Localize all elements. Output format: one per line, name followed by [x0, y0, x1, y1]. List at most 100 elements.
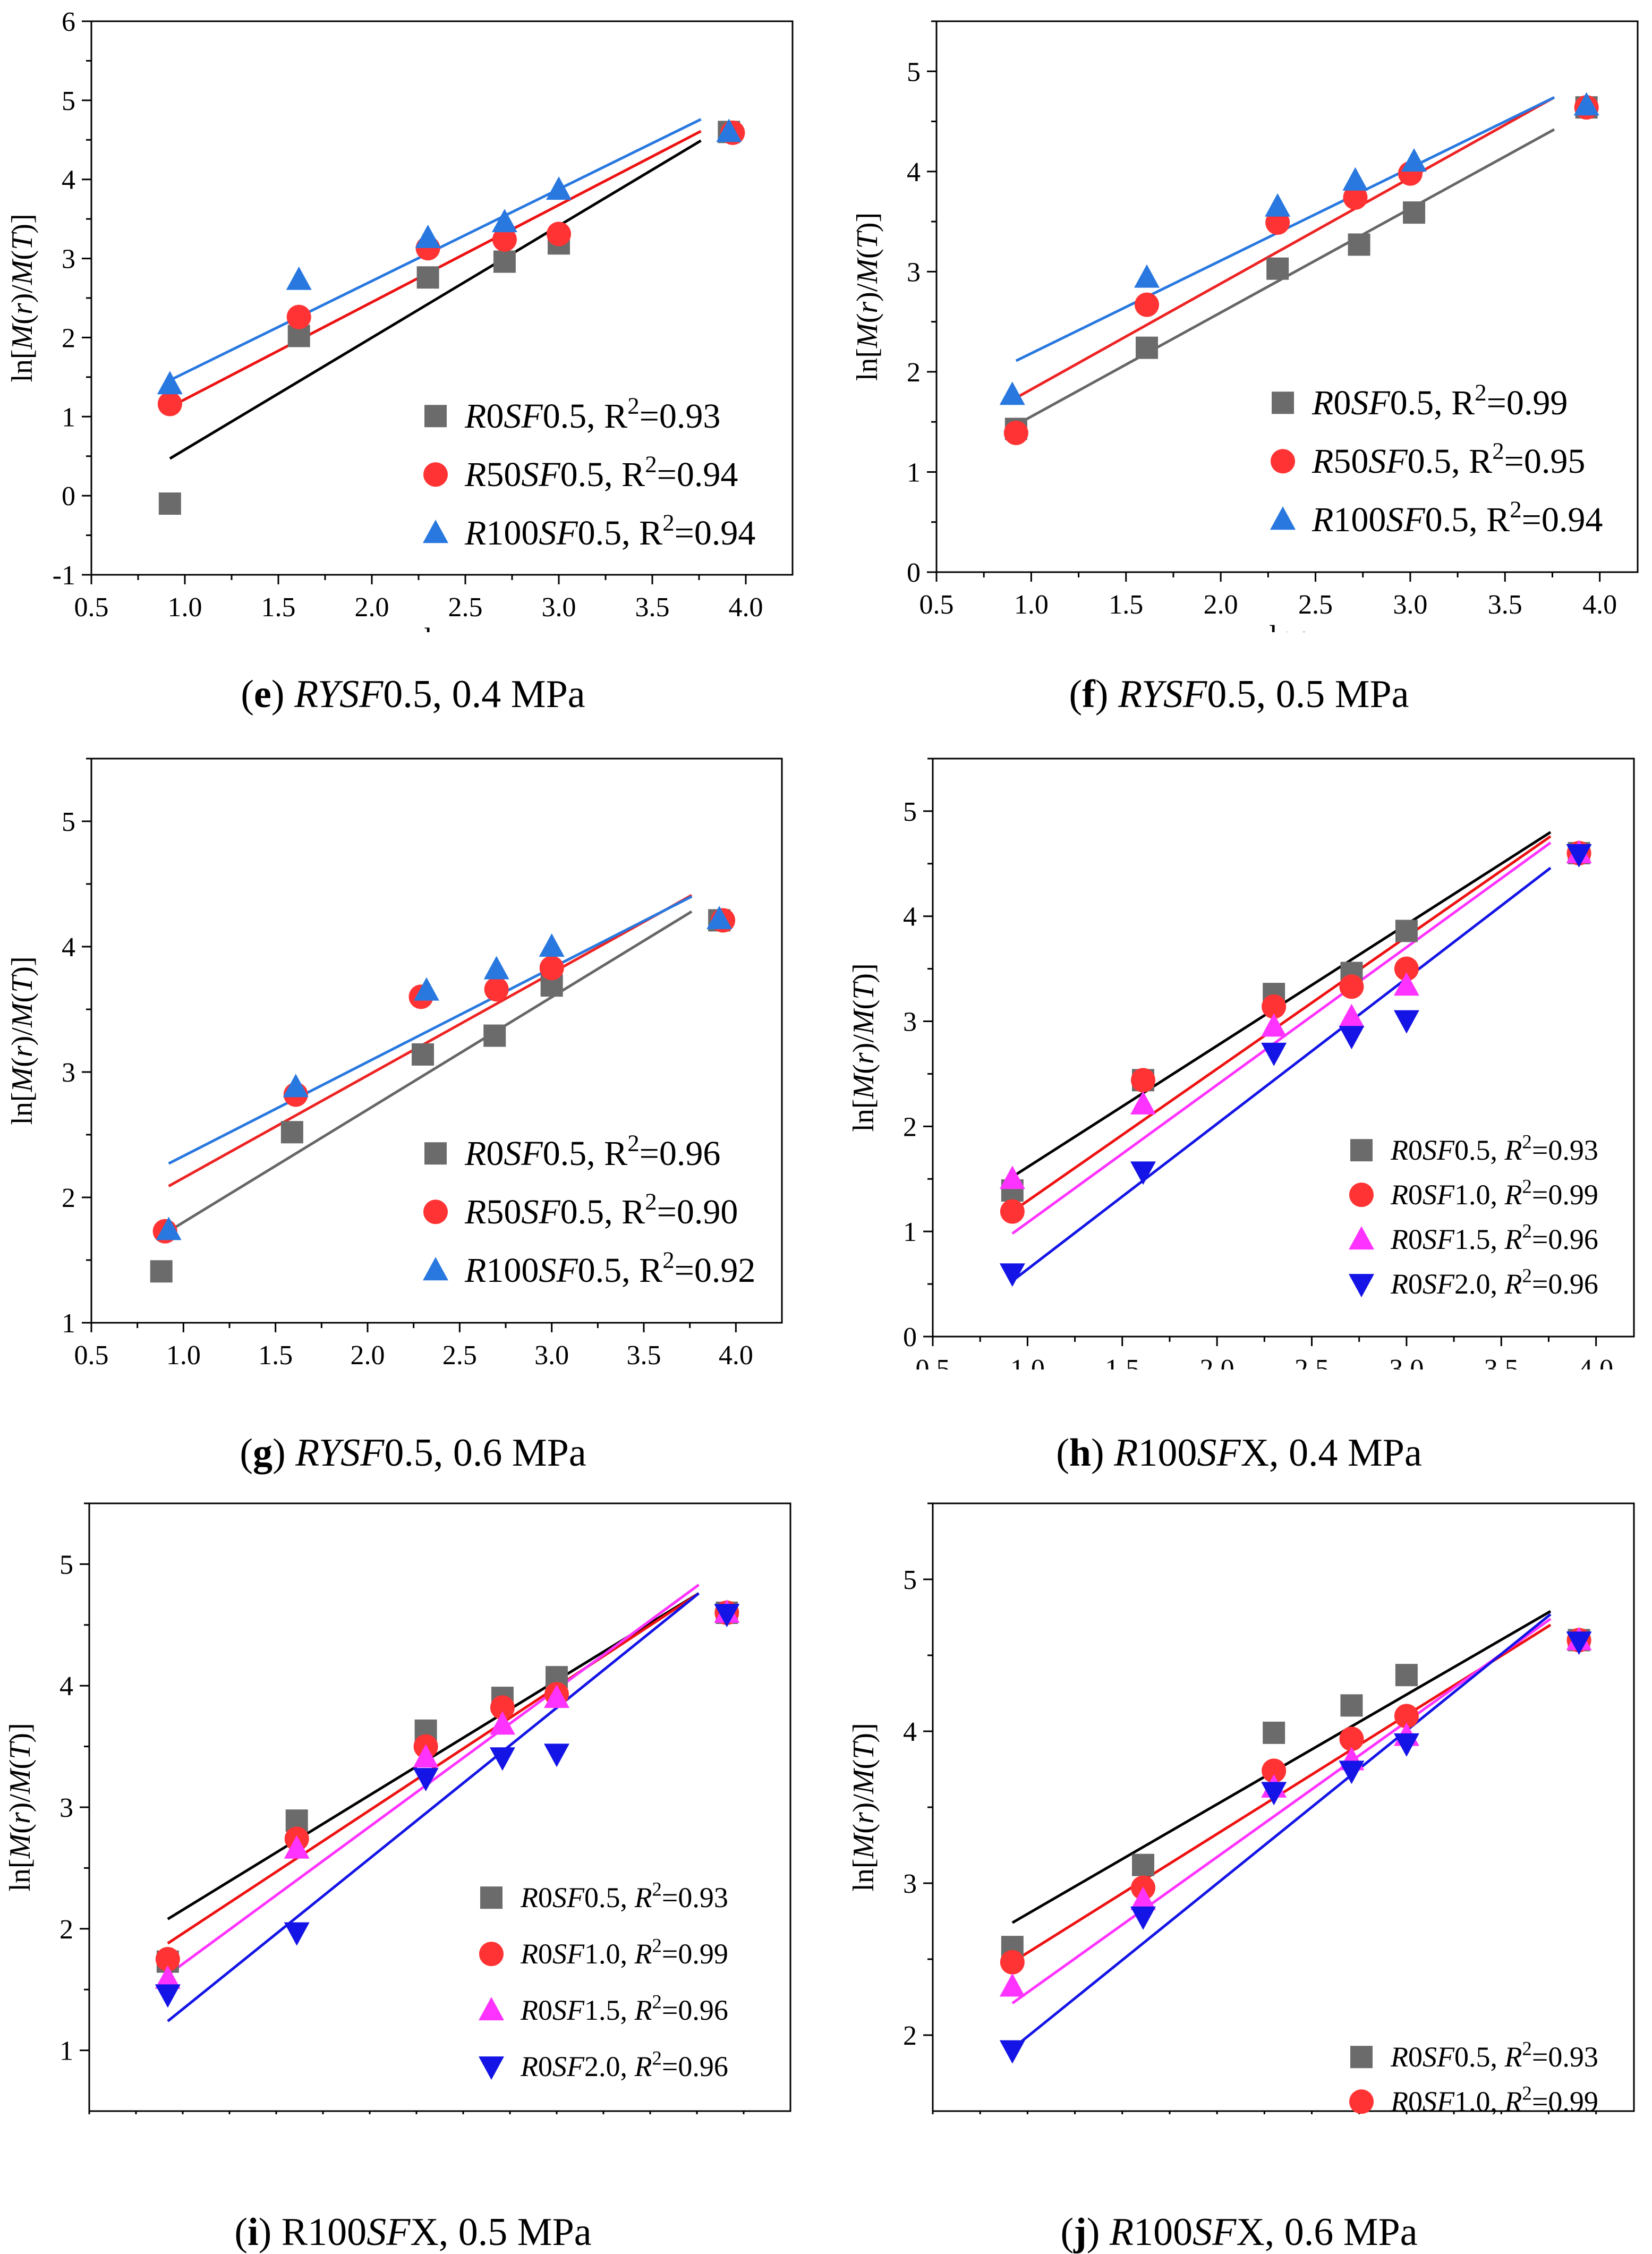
- data-point: [1261, 1782, 1287, 1806]
- legend-marker: [479, 2056, 504, 2080]
- data-point: [1339, 1726, 1364, 1751]
- data-point: [1339, 1003, 1365, 1027]
- x-tick-label: 1.0: [1010, 1354, 1045, 1370]
- y-tick-label: 1: [903, 1217, 917, 1247]
- x-tick-label: 0.5: [74, 592, 109, 623]
- series-4-points: [999, 844, 1592, 1287]
- plot-frame: [932, 758, 1635, 1338]
- y-tick-label: 2: [59, 1915, 73, 1945]
- x-tick-label: 3.0: [534, 1340, 569, 1370]
- legend-marker: [479, 1997, 504, 2021]
- x-tick-label: 2.5: [1298, 590, 1333, 620]
- data-point: [544, 1685, 569, 1708]
- data-point: [1343, 185, 1368, 210]
- data-point: [158, 492, 181, 515]
- series-3-points: [157, 118, 742, 395]
- legend-marker: [1270, 506, 1296, 530]
- legend-marker: [1349, 2089, 1374, 2114]
- data-point: [1262, 1758, 1287, 1783]
- series-2-points: [1000, 841, 1591, 1224]
- fit-line-4: [1011, 866, 1552, 1282]
- caption-e: (e) RYSF0.5, 0.4 MPa: [241, 673, 585, 716]
- data-point: [1266, 257, 1289, 280]
- y-tick-label: 4: [62, 932, 75, 963]
- data-point: [999, 1263, 1025, 1287]
- x-tick-label: 1.5: [258, 1340, 293, 1370]
- data-point: [489, 1711, 515, 1735]
- data-point: [413, 1744, 439, 1768]
- data-point: [1261, 1013, 1287, 1037]
- data-point: [1136, 336, 1158, 359]
- x-axis-label: lnr: [424, 622, 460, 632]
- data-point: [1265, 193, 1291, 217]
- series-2-points: [155, 1600, 739, 1971]
- legend-marker: [1271, 449, 1295, 474]
- data-point: [1339, 1026, 1365, 1050]
- data-point: [716, 118, 742, 142]
- plot-frame: [90, 758, 783, 1324]
- data-point: [1000, 1950, 1025, 1975]
- data-point: [155, 1965, 181, 1989]
- x-tick-label: 4.0: [1582, 590, 1617, 620]
- y-tick-label: 5: [907, 57, 921, 87]
- y-tick-label: 1: [62, 402, 75, 432]
- x-tick-label: 2.0: [1200, 1354, 1234, 1370]
- data-point: [539, 956, 564, 981]
- chart-svg-j: 0.51.01.52.02.53.03.54.02345lnrln[M(r)/M…: [847, 1502, 1635, 2114]
- x-tick-label: 1.0: [168, 592, 202, 623]
- chart-svg-i: 0.51.01.52.02.53.03.54.012345lnrln[M(r)/…: [4, 1502, 791, 2114]
- caption-h: (h) R100SFX, 0.4 MPa: [1056, 1431, 1422, 1475]
- legend-marker: [1272, 392, 1294, 414]
- legend-entry: R0SF1.0, R2=0.99: [1390, 1175, 1598, 1211]
- data-point: [1130, 1906, 1156, 1930]
- y-tick-label: 2: [62, 1183, 75, 1213]
- data-point: [1000, 1199, 1025, 1224]
- data-point: [484, 977, 509, 1002]
- legend-marker: [424, 405, 447, 428]
- data-point: [286, 266, 312, 290]
- data-point: [150, 1260, 173, 1283]
- data-point: [1573, 92, 1599, 116]
- y-axis-label: ln[M(r)/M(T)]: [851, 212, 884, 381]
- y-tick-label: 3: [907, 257, 921, 287]
- x-tick-label: 2.5: [448, 592, 483, 623]
- x-tick-label: 0.5: [919, 590, 954, 620]
- x-tick-label: 2.5: [1295, 1354, 1329, 1370]
- data-point: [492, 227, 517, 252]
- x-tick-label: 4.0: [729, 592, 763, 623]
- data-point: [1401, 148, 1427, 172]
- fit-line-3: [1011, 841, 1552, 1235]
- legend-marker: [424, 1142, 447, 1165]
- y-tick-label: -1: [53, 560, 75, 591]
- x-tick-label: 2.5: [442, 1340, 477, 1370]
- data-point: [1394, 1704, 1419, 1729]
- x-tick-label: 1.5: [261, 592, 296, 623]
- data-point: [155, 1984, 181, 2008]
- y-tick-label: 1: [59, 2036, 73, 2066]
- x-tick-label: 2.0: [351, 1340, 385, 1370]
- legend-entry: R50SF0.5, R2=0.90: [464, 1188, 738, 1231]
- plot-frame: [935, 20, 1639, 573]
- legend-entry: R0SF2.0, R2=0.96: [1390, 1264, 1598, 1300]
- x-tick-label: 3.5: [627, 1340, 661, 1370]
- data-point: [999, 2040, 1025, 2064]
- data-point: [284, 1835, 310, 1859]
- series-2-points: [157, 120, 745, 416]
- x-tick-label: 3.0: [1389, 1354, 1424, 1370]
- legend-entry: R0SF2.0, R2=0.96: [520, 2047, 728, 2082]
- fit-line-1: [169, 139, 702, 460]
- data-point: [1132, 1853, 1154, 1876]
- x-tick-label: 3.5: [635, 592, 670, 623]
- data-point: [493, 250, 516, 273]
- x-tick-label: 2.0: [355, 592, 389, 623]
- chart-panel-g: 0.51.01.52.02.53.03.54.012345lnrln[M(r)/…: [0, 737, 826, 1476]
- chart-svg-g: 0.51.01.52.02.53.03.54.012345lnrln[M(r)/…: [6, 758, 783, 1370]
- legend-marker: [423, 520, 448, 543]
- data-point: [412, 1043, 434, 1066]
- legend-entry: R100SF0.5, R2=0.94: [1312, 496, 1603, 539]
- data-point: [284, 1922, 310, 1946]
- y-tick-label: 5: [903, 797, 917, 827]
- y-tick-label: 4: [62, 165, 75, 195]
- data-point: [483, 1024, 506, 1047]
